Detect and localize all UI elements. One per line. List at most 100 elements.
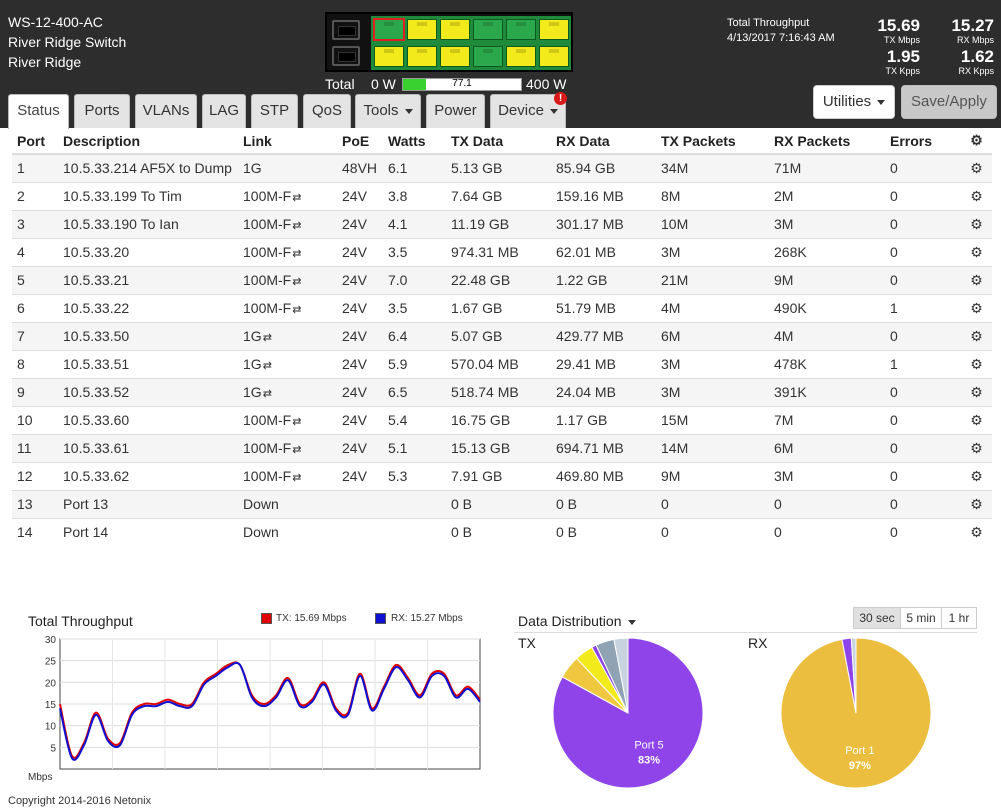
power-min-label: 0 W [371, 76, 396, 92]
col-header-link[interactable]: Link [238, 128, 337, 155]
rj45-port-8[interactable] [473, 46, 503, 67]
tab-ports[interactable]: Ports [74, 94, 130, 128]
tx-packets-cell-text: 34M [661, 160, 689, 177]
table-row[interactable]: 2 10.5.33.199 To Tim 100M-F⇄ 24V 3.8 7.64 GB 1… [12, 181, 992, 210]
watts-cell-text: 5.4 [388, 412, 408, 428]
col-header-description[interactable]: Description [58, 128, 238, 155]
tx-packets-cell: 0 [656, 517, 769, 546]
rj45-port-6[interactable] [440, 46, 470, 67]
row-settings-gear-icon[interactable]: ⚙ [961, 461, 992, 490]
description-cell: 10.5.33.62 [58, 461, 238, 490]
row-settings-gear-icon[interactable]: ⚙ [961, 517, 992, 546]
errors-cell-text: 0 [890, 412, 898, 428]
col-header-tx-data[interactable]: TX Data [446, 128, 551, 155]
switch-port-panel [325, 12, 573, 72]
table-row[interactable]: 14 Port 14 Down 0 B 0 B 0 0 0 ⚙ [12, 517, 992, 546]
range-1hr-button[interactable]: 1 hr [941, 607, 977, 629]
rx-packets-cell-text: 3M [774, 216, 794, 232]
table-row[interactable]: 1 10.5.33.214 AF5X to Dump 1G 48VH 6.1 5.13 G… [12, 153, 992, 182]
watts-cell-text: 6.5 [388, 384, 408, 400]
row-settings-gear-icon[interactable]: ⚙ [961, 237, 992, 266]
tab-vlans[interactable]: VLANs [135, 94, 197, 128]
tab-stp[interactable]: STP [251, 94, 298, 128]
table-row[interactable]: 7 10.5.33.50 1G⇄ 24V 6.4 5.07 GB 429.77 MB 6M 4M… [12, 321, 992, 350]
rj45-port-12[interactable] [539, 46, 569, 67]
col-header-errors[interactable]: Errors [885, 128, 961, 155]
tab-status[interactable]: Status [8, 94, 69, 129]
row-settings-gear-icon[interactable]: ⚙ [961, 209, 992, 238]
utilities-button[interactable]: Utilities [813, 85, 895, 119]
tx-data-cell-text: 16.75 GB [451, 412, 511, 428]
tx-packets-cell-text: 14M [661, 440, 689, 456]
table-row[interactable]: 10 10.5.33.60 100M-F⇄ 24V 5.4 16.75 GB 1.17 GB… [12, 405, 992, 434]
sfp-port-13[interactable] [332, 20, 360, 40]
sfp-port-14[interactable] [332, 46, 360, 66]
link-activity-icon: ⇄ [292, 220, 302, 232]
row-settings-gear-icon[interactable]: ⚙ [961, 433, 992, 462]
row-settings-gear-icon[interactable]: ⚙ [961, 377, 992, 406]
rj45-port-1[interactable] [373, 18, 405, 41]
col-header-tx-packets[interactable]: TX Packets [656, 128, 769, 155]
link-cell-text: 100M-F [243, 272, 292, 288]
rj45-port-7[interactable] [473, 19, 503, 40]
errors-cell: 0 [885, 181, 961, 210]
rj45-port-5[interactable] [440, 19, 470, 40]
tab-lag-label: LAG [208, 102, 239, 119]
row-settings-gear-icon[interactable]: ⚙ [961, 293, 992, 322]
tab-device[interactable]: Device [490, 94, 566, 128]
range-5min-button[interactable]: 5 min [900, 607, 942, 629]
rx-series-line [59, 661, 481, 761]
tab-ports-label: Ports [84, 102, 120, 119]
range-30sec-button[interactable]: 30 sec [853, 607, 901, 629]
table-row[interactable]: 12 10.5.33.62 100M-F⇄ 24V 5.3 7.91 GB 469.80 M… [12, 461, 992, 490]
table-row[interactable]: 13 Port 13 Down 0 B 0 B 0 0 0 ⚙ [12, 489, 992, 518]
row-settings-gear-icon[interactable]: ⚙ [961, 265, 992, 294]
rj45-port-10[interactable] [506, 46, 536, 67]
table-row[interactable]: 6 10.5.33.22 100M-F⇄ 24V 3.5 1.67 GB 51.79 MB 4… [12, 293, 992, 322]
watts-cell: 5.4 [383, 405, 446, 434]
rj45-port-2[interactable] [374, 46, 404, 67]
row-settings-gear-icon[interactable]: ⚙ [961, 181, 992, 210]
table-row[interactable]: 9 10.5.33.52 1G⇄ 24V 6.5 518.74 MB 24.04 MB 3M 3… [12, 377, 992, 406]
table-row[interactable]: 8 10.5.33.51 1G⇄ 24V 5.9 570.04 MB 29.41 MB 3M 4… [12, 349, 992, 378]
description-cell: 10.5.33.214 AF5X to Dump [58, 153, 238, 182]
tab-lag[interactable]: LAG [202, 94, 246, 128]
power-total-label: Total [325, 76, 355, 92]
rx-data-cell: 0 B [551, 517, 656, 546]
col-header-port[interactable]: Port [12, 128, 58, 155]
rj45-port-3[interactable] [407, 19, 437, 40]
tab-power-label: Power [434, 102, 477, 119]
rj45-port-9[interactable] [506, 19, 536, 40]
row-settings-gear-icon[interactable]: ⚙ [961, 349, 992, 378]
row-settings-gear-icon[interactable]: ⚙ [961, 489, 992, 518]
col-header-rx-data[interactable]: RX Data [551, 128, 656, 155]
description-cell-text: 10.5.33.50 [63, 328, 130, 344]
col-header-watts[interactable]: Watts [383, 128, 446, 155]
row-settings-gear-icon[interactable]: ⚙ [961, 153, 992, 182]
tab-qos[interactable]: QoS [303, 94, 351, 128]
port-cell: 6 [12, 293, 58, 322]
tx-packets-cell: 6M [656, 321, 769, 350]
tab-power[interactable]: Power [426, 94, 485, 128]
tx-packets-cell-text: 4M [661, 300, 681, 316]
table-row[interactable]: 4 10.5.33.20 100M-F⇄ 24V 3.5 974.31 MB 62.01 M… [12, 237, 992, 266]
link-cell-text: 1G [243, 384, 262, 400]
tab-tools[interactable]: Tools [355, 94, 421, 128]
alert-icon[interactable]: ! [554, 92, 567, 105]
row-settings-gear-icon[interactable]: ⚙ [961, 321, 992, 350]
data-distribution-dropdown[interactable]: Data Distribution [518, 613, 636, 629]
rx-packets-cell-text: 9M [774, 272, 794, 288]
table-row[interactable]: 5 10.5.33.21 100M-F⇄ 24V 7.0 22.48 GB 1.22 GB 2… [12, 265, 992, 294]
col-header-poe[interactable]: PoE [337, 128, 383, 155]
table-row[interactable]: 11 10.5.33.61 100M-F⇄ 24V 5.1 15.13 GB 694.71 … [12, 433, 992, 462]
rj45-port-4[interactable] [407, 46, 437, 67]
save-apply-button[interactable]: Save/Apply [901, 85, 997, 119]
col-header-rx-packets[interactable]: RX Packets [769, 128, 885, 155]
tx-packets-cell: 3M [656, 237, 769, 266]
table-row[interactable]: 3 10.5.33.190 To Ian 100M-F⇄ 24V 4.1 11.19 GB… [12, 209, 992, 238]
row-settings-gear-icon[interactable]: ⚙ [961, 405, 992, 434]
tx-packets-cell-text: 0 [661, 496, 669, 512]
watts-cell: 5.1 [383, 433, 446, 462]
rj45-port-11[interactable] [539, 19, 569, 40]
table-settings-gear-icon[interactable]: ⚙ [961, 128, 992, 155]
